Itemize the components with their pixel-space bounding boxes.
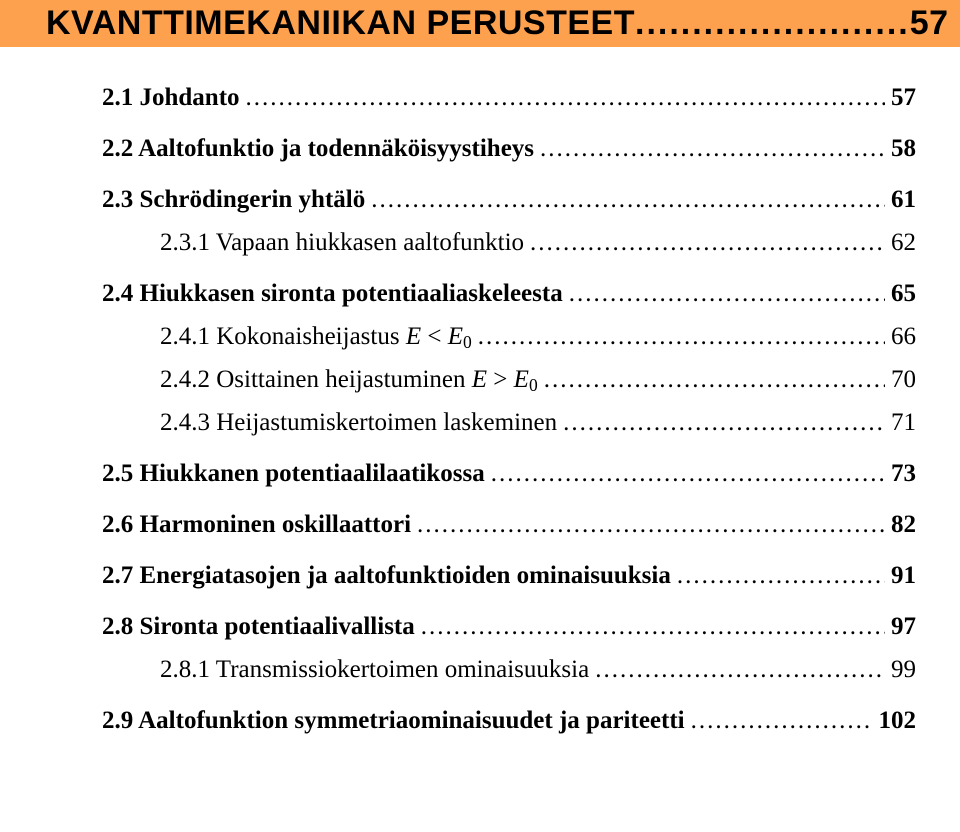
toc-row: 2.4.1 Kokonaisheijastus E < E0..........… [46,324,916,349]
toc-row: 2.9 Aaltofunktion symmetriaominaisuudet … [46,708,916,733]
toc-row: 2.4.2 Osittainen heijastuminen E > E0...… [46,367,916,392]
toc-page: 65 [891,281,916,306]
toc-label: 2.9 Aaltofunktion symmetriaominaisuudet … [102,708,685,733]
toc-page: 71 [891,410,916,435]
toc-page: 61 [891,187,916,212]
toc: 2.1 Johdanto............................… [46,85,916,733]
toc-leader: ........................................… [563,410,885,435]
toc-leader: ........................................… [417,512,885,537]
toc-leader: ........................................… [595,657,885,682]
toc-row: 2.7 Energiatasojen ja aaltofunktioiden o… [46,563,916,588]
toc-row: 2.2 Aaltofunktio ja todennäköisyystiheys… [46,136,916,161]
toc-row: 2.1 Johdanto............................… [46,85,916,110]
toc-page: 62 [891,230,916,255]
toc-row: 2.4 Hiukkasen sironta potentiaaliaskelee… [46,281,916,306]
toc-label: 2.1 Johdanto [102,85,240,110]
toc-row: 2.6 Harmoninen oskillaattori............… [46,512,916,537]
toc-leader: ........................................… [491,461,885,486]
toc-label: 2.8 Sironta potentiaalivallista [102,614,415,639]
toc-label: 2.8.1 Transmissiokertoimen ominaisuuksia [160,657,589,682]
toc-label: 2.4.1 Kokonaisheijastus E < E0 [160,324,472,349]
toc-row: 2.5 Hiukkanen potentiaalilaatikossa.....… [46,461,916,486]
toc-label: 2.7 Energiatasojen ja aaltofunktioiden o… [102,563,671,588]
toc-page: 97 [891,614,916,639]
toc-row: 2.3 Schrödingerin yhtälö................… [46,187,916,212]
toc-page: 66 [891,324,916,349]
chapter-title-leader: ........................ [635,4,910,42]
toc-row: 2.3.1 Vapaan hiukkasen aaltofunktio.....… [46,230,916,255]
toc-label: 2.3 Schrödingerin yhtälö [102,187,365,212]
toc-row: 2.8.1 Transmissiokertoimen ominaisuuksia… [46,657,916,682]
toc-leader: ........................................… [246,85,885,110]
toc-leader: ........................................… [421,614,885,639]
toc-leader: ........................................… [371,187,885,212]
toc-label: 2.4.3 Heijastumiskertoimen laskeminen [160,410,557,435]
toc-leader: ........................................… [544,367,885,392]
toc-label: 2.6 Harmoninen oskillaattori [102,512,411,537]
toc-leader: ........................................… [569,281,885,306]
toc-leader: ........................................… [530,230,885,255]
toc-page: 82 [891,512,916,537]
page: KVANTTIMEKANIIKAN PERUSTEET.............… [0,0,960,832]
chapter-title-text: KVANTTIMEKANIIKAN PERUSTEET [46,4,635,42]
toc-label: 2.2 Aaltofunktio ja todennäköisyystiheys [102,136,534,161]
toc-leader: ........................................… [540,136,885,161]
toc-label: 2.3.1 Vapaan hiukkasen aaltofunktio [160,230,524,255]
toc-label: 2.4 Hiukkasen sironta potentiaaliaskelee… [102,281,563,306]
toc-row: 2.8 Sironta potentiaalivallista.........… [46,614,916,639]
toc-page: 70 [891,367,916,392]
toc-leader: ........................................… [691,708,873,733]
toc-page: 58 [891,136,916,161]
toc-leader: ........................................… [478,324,885,349]
chapter-title-bar: KVANTTIMEKANIIKAN PERUSTEET.............… [0,0,960,47]
toc-page: 57 [891,85,916,110]
toc-row: 2.4.3 Heijastumiskertoimen laskeminen...… [46,410,916,435]
toc-leader: ........................................… [677,563,885,588]
chapter-title: KVANTTIMEKANIIKAN PERUSTEET.............… [46,4,949,43]
toc-label: 2.4.2 Osittainen heijastuminen E > E0 [160,367,538,392]
toc-label: 2.5 Hiukkanen potentiaalilaatikossa [102,461,485,486]
toc-page: 102 [879,708,917,733]
toc-page: 73 [891,461,916,486]
toc-page: 99 [891,657,916,682]
chapter-title-inner: KVANTTIMEKANIIKAN PERUSTEET.............… [0,4,960,43]
toc-page: 91 [891,563,916,588]
chapter-title-page: 57 [910,4,949,42]
